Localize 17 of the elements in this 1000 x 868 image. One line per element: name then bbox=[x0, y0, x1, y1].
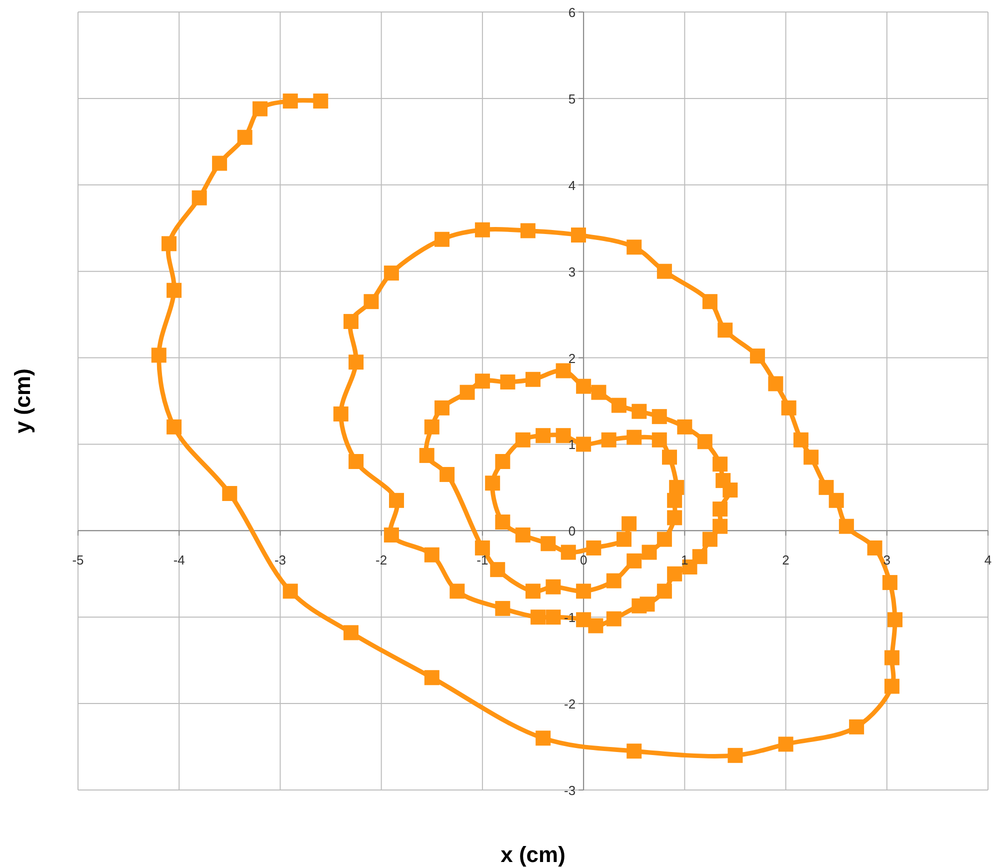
y-tick-label: 3 bbox=[568, 264, 576, 280]
x-tick-label: -2 bbox=[376, 552, 388, 568]
y-tick-label: -2 bbox=[564, 696, 576, 712]
y-axis-title: y (cm) bbox=[10, 368, 35, 434]
y-tick-label: 5 bbox=[568, 91, 576, 106]
x-tick-label: -4 bbox=[173, 552, 185, 568]
y-tick-label: 2 bbox=[568, 350, 576, 366]
x-tick-label: 2 bbox=[782, 552, 790, 568]
x-tick-label: 3 bbox=[883, 552, 891, 568]
y-tick-label: -3 bbox=[564, 783, 576, 798]
y-tick-label: 4 bbox=[568, 178, 576, 193]
x-tick-label: -5 bbox=[72, 552, 84, 568]
x-tick-label: -3 bbox=[274, 552, 286, 568]
x-tick-label: -1 bbox=[476, 552, 488, 568]
x-axis-title: x (cm) bbox=[500, 842, 566, 867]
y-tick-label: 6 bbox=[568, 5, 576, 20]
x-tick-label: 4 bbox=[984, 552, 992, 568]
